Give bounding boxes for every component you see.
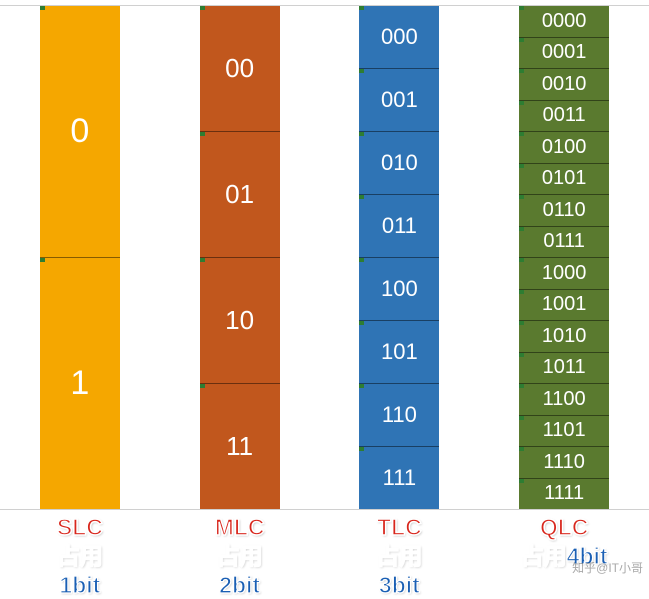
- tlc-cell: 100: [359, 258, 439, 321]
- qlc-cell: 0111: [519, 227, 609, 259]
- qlc-cell: 1000: [519, 258, 609, 290]
- qlc-cell: 1101: [519, 416, 609, 448]
- mlc-label: MLC占用2bit: [200, 513, 280, 599]
- qlc-cell: 1110: [519, 447, 609, 479]
- qlc-title: QLC: [519, 513, 609, 542]
- qlc-cell: 0101: [519, 164, 609, 196]
- qlc-cell: 1010: [519, 321, 609, 353]
- slc-column: 01: [40, 6, 120, 509]
- mlc-subtitle: 占用2bit: [200, 542, 280, 599]
- tlc-subtitle: 占用3bit: [359, 542, 439, 599]
- tlc-cell: 010: [359, 132, 439, 195]
- mlc-cell: 00: [200, 6, 280, 132]
- tlc-cell: 000: [359, 6, 439, 69]
- qlc-cell: 0010: [519, 69, 609, 101]
- slc-title: SLC: [40, 513, 120, 542]
- tlc-cell: 111: [359, 447, 439, 509]
- qlc-cell: 1100: [519, 384, 609, 416]
- qlc-column: 0000000100100011010001010110011110001001…: [519, 6, 609, 509]
- qlc-cell: 0100: [519, 132, 609, 164]
- mlc-cell: 10: [200, 258, 280, 384]
- column-labels-row: SLC占用1bit MLC占用2bit TLC占用3bit QLC占用4bit: [0, 513, 649, 599]
- tlc-cell: 001: [359, 69, 439, 132]
- qlc-cell: 0000: [519, 6, 609, 38]
- tlc-column: 000001010011100101110111: [359, 6, 439, 509]
- mlc-column: 00011011: [200, 6, 280, 509]
- qlc-cell: 1011: [519, 353, 609, 385]
- tlc-cell: 110: [359, 384, 439, 447]
- qlc-label: QLC占用4bit: [519, 513, 609, 599]
- tlc-title: TLC: [359, 513, 439, 542]
- qlc-cell: 0011: [519, 101, 609, 133]
- slc-label: SLC占用1bit: [40, 513, 120, 599]
- mlc-cell: 11: [200, 384, 280, 509]
- slc-subtitle: 占用1bit: [40, 542, 120, 599]
- qlc-cell: 0110: [519, 195, 609, 227]
- qlc-cell: 0001: [519, 38, 609, 70]
- tlc-cell: 101: [359, 321, 439, 384]
- slc-cell: 0: [40, 6, 120, 258]
- watermark-text: 知乎@IT小哥: [572, 559, 643, 576]
- tlc-cell: 011: [359, 195, 439, 258]
- mlc-title: MLC: [200, 513, 280, 542]
- qlc-cell: 1111: [519, 479, 609, 510]
- slc-cell: 1: [40, 258, 120, 509]
- tlc-label: TLC占用3bit: [359, 513, 439, 599]
- qlc-cell: 1001: [519, 290, 609, 322]
- flash-cell-comparison-chart: 0100011011000001010011100101110111000000…: [0, 5, 649, 510]
- mlc-cell: 01: [200, 132, 280, 258]
